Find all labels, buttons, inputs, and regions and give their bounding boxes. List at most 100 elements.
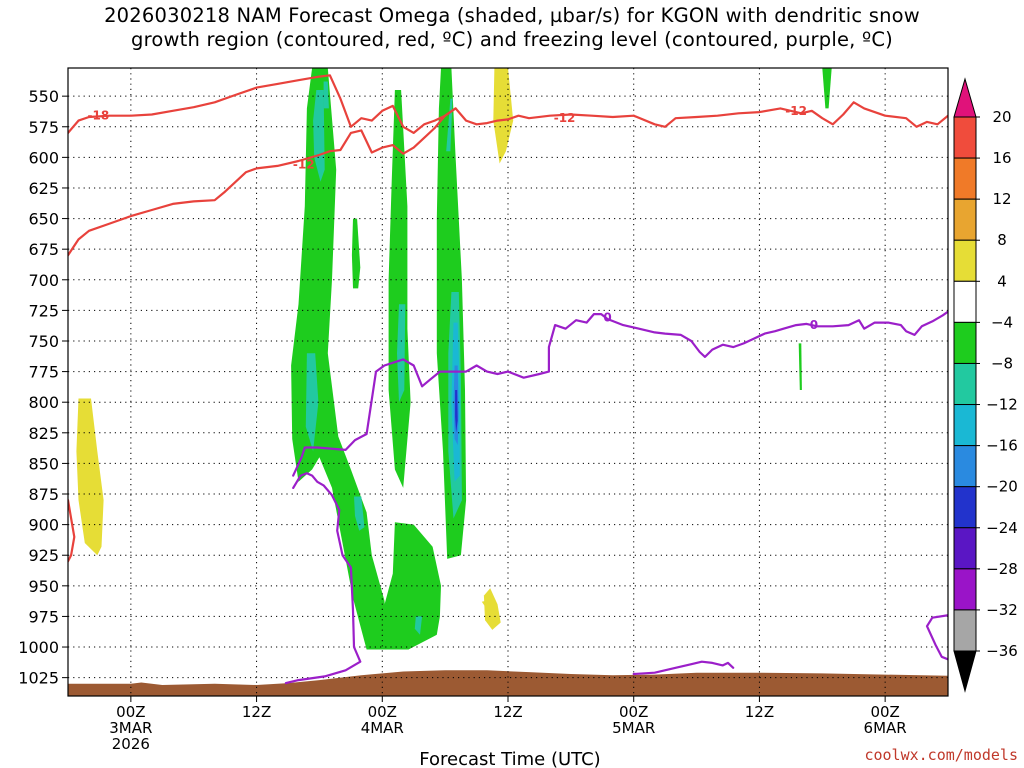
colorbar-swatch-1 [953, 116, 977, 159]
y-tick-label-1000: 1000 [18, 638, 59, 657]
colorbar-swatch-11 [953, 527, 977, 570]
chart-title-line1: 2026030218 NAM Forecast Omega (shaded, µ… [104, 4, 920, 27]
colorbar-swatch-14 [953, 650, 977, 693]
y-tick-label-600: 600 [28, 148, 59, 167]
x-tick-label-66-0: 12Z [745, 703, 774, 721]
gridlines [68, 68, 948, 696]
x-tick-label-30-1: 4MAR [361, 719, 404, 737]
contour-label-3: -12 [293, 158, 315, 172]
colorbar-label-7: −12 [986, 396, 1018, 414]
contour-label-5: 0 [810, 318, 818, 332]
x-tick-label-54-0: 00Z [619, 703, 648, 721]
y-tick-label-775: 775 [28, 363, 59, 382]
contour-dgz-1 [68, 107, 457, 257]
contour-freezing-6 [925, 614, 948, 661]
colorbar-label-3: 8 [997, 231, 1007, 249]
colorbar-swatch-10 [953, 486, 977, 529]
contour-labels: -18 -12 -12 -12 0 0 [88, 104, 819, 332]
omega-region-teal-a [313, 90, 325, 182]
omega-region-yellow-c [483, 588, 501, 630]
x-tick-label-6-1: 3MAR [109, 719, 152, 737]
y-tick-label-625: 625 [28, 179, 59, 198]
colorbar-swatch-9 [953, 445, 977, 488]
contour-freezing-3 [292, 310, 948, 477]
colorbar-swatch-3 [953, 198, 977, 241]
y-tick-label-900: 900 [28, 516, 59, 535]
colorbar-label-11: −28 [986, 560, 1018, 578]
x-tick-label-54-1: 5MAR [612, 719, 655, 737]
omega-region-yellow-d [481, 600, 487, 608]
y-axis-ticks: 550 575 600 625 650 675 700 725 750 775 800 825 850 8… [18, 87, 68, 688]
colorbar-swatch-5 [953, 280, 977, 323]
x-tick-label-42-0: 12Z [493, 703, 522, 721]
omega-region-green-col2 [388, 90, 411, 488]
colorbar-swatch-8 [953, 404, 977, 447]
colorbar-swatch-13 [953, 609, 977, 652]
colorbar-label-4: 4 [997, 272, 1007, 290]
colorbar-swatch-12 [953, 568, 977, 611]
contour-dgz-2 [68, 499, 76, 563]
y-tick-label-975: 975 [28, 607, 59, 626]
omega-region-yellow-a [76, 398, 104, 556]
y-tick-label-825: 825 [28, 424, 59, 443]
x-tick-label-78-1: 6MAR [864, 719, 907, 737]
y-tick-label-875: 875 [28, 485, 59, 504]
y-tick-label-750: 750 [28, 332, 59, 351]
colorbar-label-9: −20 [986, 478, 1018, 496]
contour-dgz-0 [68, 74, 948, 134]
omega-region-teal-b [305, 353, 319, 452]
colorbar-swatch-7 [953, 362, 977, 406]
colorbar-label-10: −24 [986, 519, 1018, 537]
colorbar-label-1: 16 [992, 149, 1011, 167]
omega-region-green-small2 [822, 68, 832, 109]
x-tick-label-6-0: 00Z [116, 703, 145, 721]
contour-label-1: -12 [554, 111, 576, 125]
colorbar-swatch-0 [953, 77, 977, 118]
colorbar: 20 16 12 8 4 −4 −8 −12 −16 −20 −24 −28 −32 −36 [953, 77, 1018, 693]
contour-label-2: -12 [785, 104, 807, 118]
omega-region-teal-h [323, 81, 329, 109]
omega-region-green-small3 [798, 343, 802, 390]
contour-label-0: -18 [88, 109, 110, 123]
y-tick-label-1025: 1025 [18, 669, 59, 688]
x-axis-label: Forecast Time (UTC) [419, 749, 600, 768]
chart-title-line2: growth region (contoured, red, ºC) and f… [131, 28, 893, 51]
omega-region-teal-g [414, 616, 423, 635]
x-tick-label-78-0: 00Z [870, 703, 899, 721]
colorbar-label-6: −8 [991, 354, 1013, 372]
omega-region-green-small1 [351, 218, 361, 289]
colorbar-label-0: 20 [992, 108, 1011, 126]
y-tick-label-950: 950 [28, 577, 59, 596]
colorbar-label-12: −32 [986, 601, 1018, 619]
colorbar-label-2: 12 [992, 190, 1011, 208]
colorbar-swatch-6 [953, 321, 977, 364]
x-tick-label-18-0: 12Z [242, 703, 271, 721]
y-tick-label-575: 575 [28, 118, 59, 137]
omega-region-teal-e [397, 304, 406, 403]
colorbar-label-5: −4 [991, 313, 1013, 331]
omega-region-yellow-b [493, 68, 514, 164]
colorbar-swatch-4 [953, 239, 977, 282]
colorbar-swatch-2 [953, 157, 977, 200]
omega-region-navy-a [455, 390, 458, 433]
colorbar-label-13: −36 [986, 642, 1018, 660]
y-tick-label-675: 675 [28, 240, 59, 259]
colorbar-label-8: −16 [986, 437, 1018, 455]
x-tick-label-6-2: 2026 [112, 735, 150, 753]
y-tick-label-550: 550 [28, 87, 59, 106]
chart-title: 2026030218 NAM Forecast Omega (shaded, µ… [0, 4, 1024, 52]
credit-text: coolwx.com/models [864, 746, 1018, 764]
y-tick-label-700: 700 [28, 271, 59, 290]
terrain-fill [68, 670, 948, 696]
terrain-layer [68, 670, 948, 696]
y-tick-label-725: 725 [28, 301, 59, 320]
contour-freezing-4 [284, 472, 362, 685]
omega-shading-layer [76, 68, 832, 650]
y-tick-label-800: 800 [28, 393, 59, 412]
y-tick-label-650: 650 [28, 210, 59, 229]
omega-region-green-col1 [291, 68, 390, 650]
contour-label-4: 0 [603, 311, 611, 325]
contour-freezing-5 [632, 660, 735, 676]
contour-layer [68, 74, 948, 685]
